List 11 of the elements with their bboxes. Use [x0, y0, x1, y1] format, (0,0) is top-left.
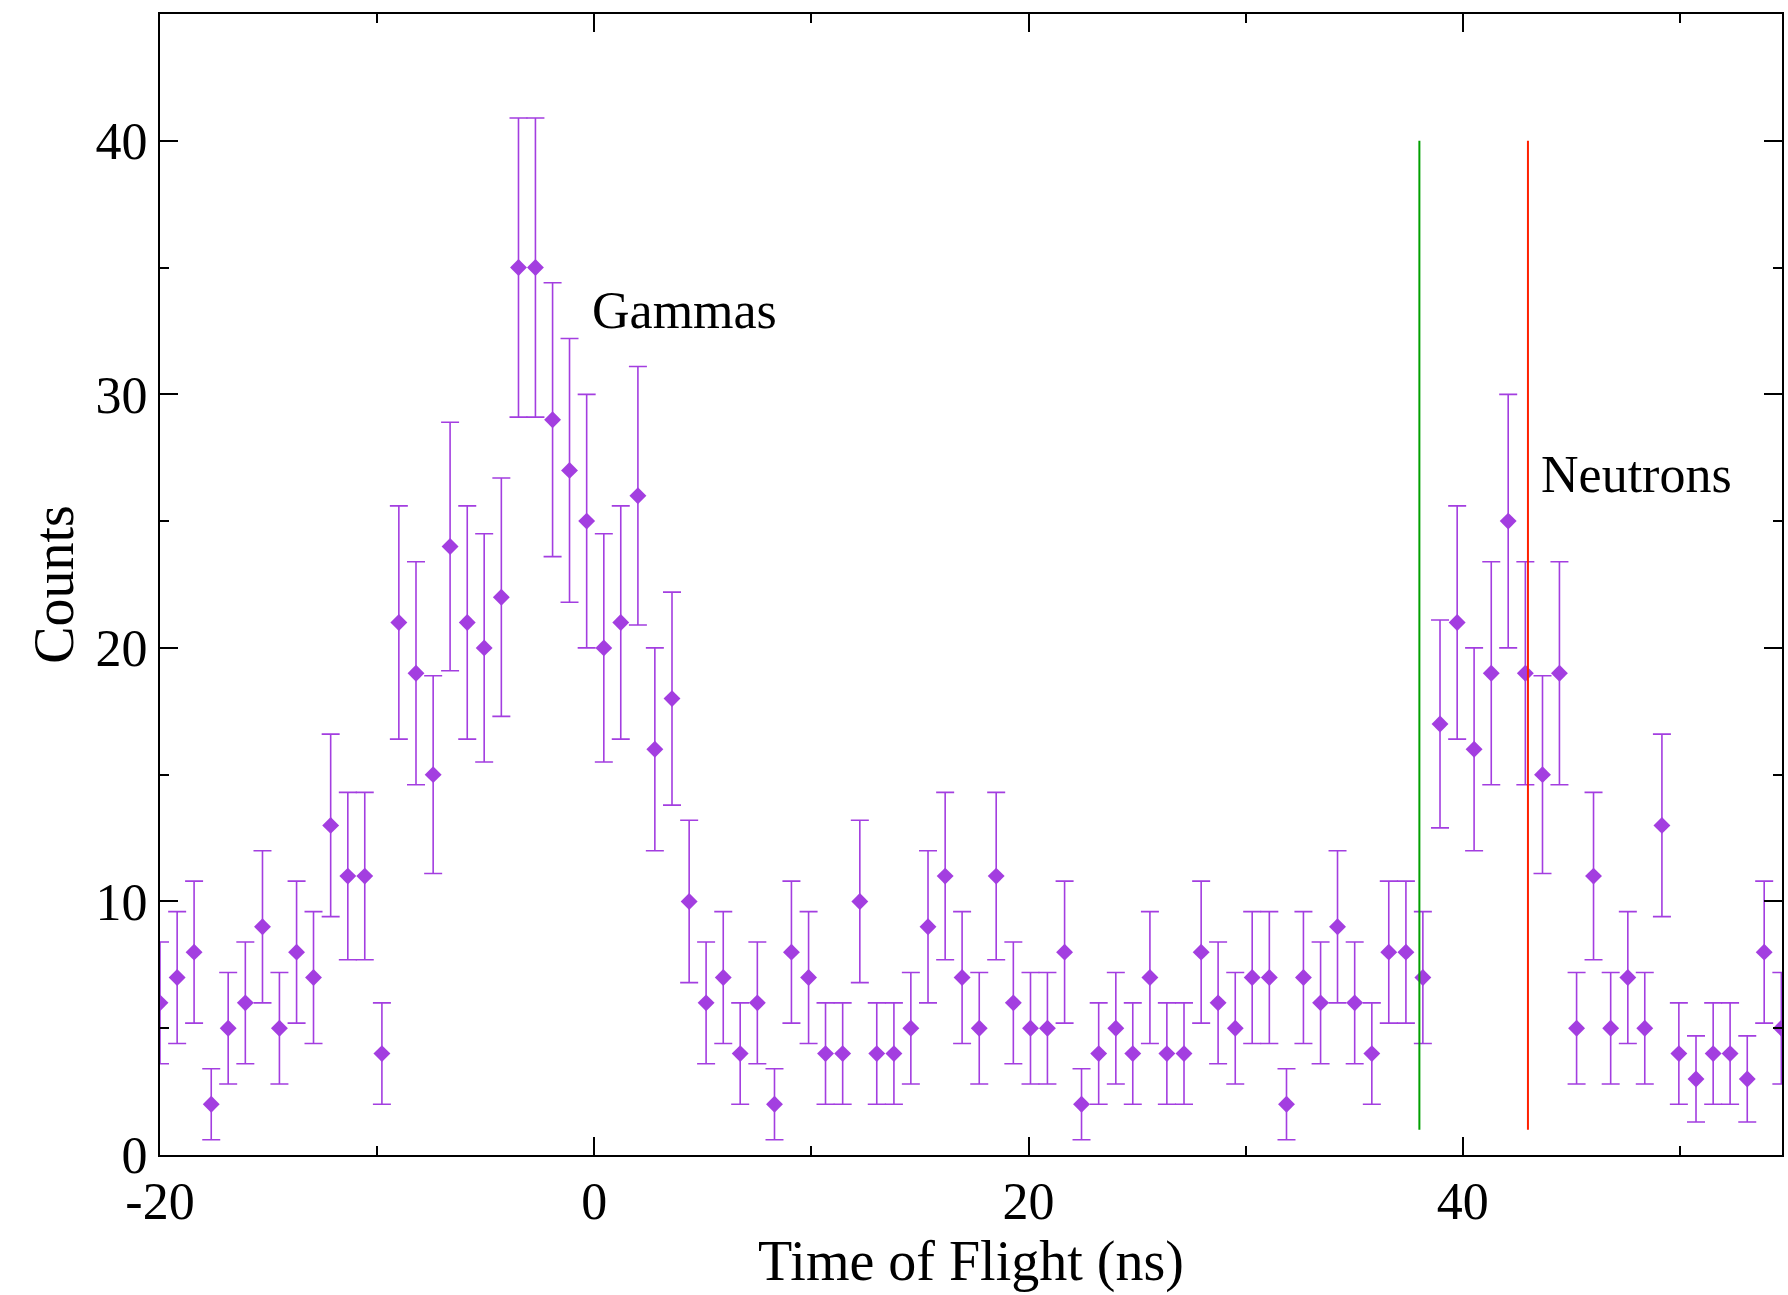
annotation: Gammas	[592, 282, 777, 339]
x-axis-title: Time of Flight (ns)	[758, 1230, 1184, 1294]
annotation: Neutrons	[1541, 446, 1732, 503]
x-tick-label: 20	[1002, 1173, 1055, 1231]
y-tick-label: 10	[95, 873, 148, 931]
x-tick-label: 40	[1436, 1173, 1489, 1231]
x-tick-label: 0	[581, 1173, 608, 1231]
y-tick-label: 30	[95, 366, 148, 424]
y-tick-label: 20	[95, 620, 148, 678]
y-axis-title: Counts	[23, 505, 85, 664]
y-tick-label: 40	[95, 112, 148, 170]
